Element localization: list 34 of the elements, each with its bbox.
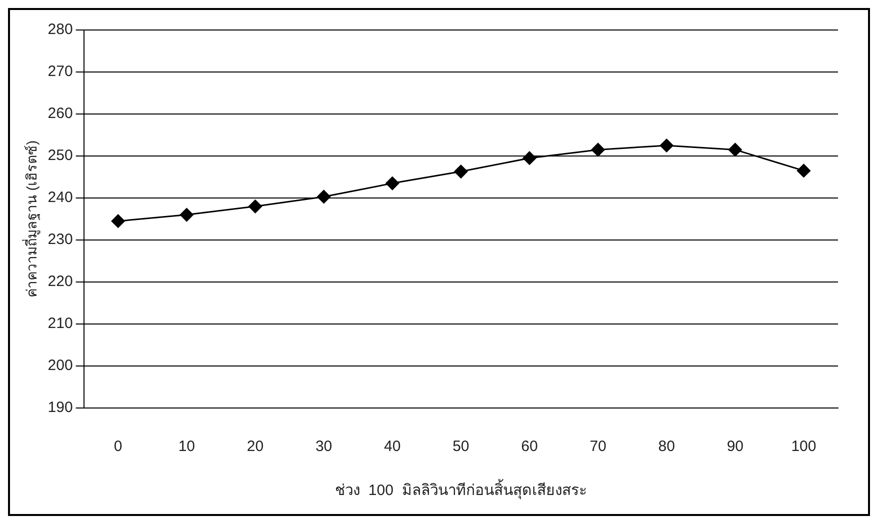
x-tick-label: 60 xyxy=(521,438,538,456)
point xyxy=(248,200,262,214)
x-tick-label: 0 xyxy=(114,438,122,456)
y-tick-label: 230 xyxy=(48,231,73,248)
y-tick-label: 280 xyxy=(48,21,73,38)
point xyxy=(111,214,125,228)
x-tick-label: 20 xyxy=(246,438,264,456)
point xyxy=(660,138,674,152)
x-tick-label: 40 xyxy=(384,438,401,456)
point xyxy=(591,142,605,156)
y-tick-label: 270 xyxy=(48,63,73,80)
x-tick-label: 80 xyxy=(658,438,675,456)
point xyxy=(796,164,810,178)
x-tick-label: 50 xyxy=(452,438,470,456)
point xyxy=(317,190,331,204)
point xyxy=(728,142,742,156)
point xyxy=(386,176,400,190)
point xyxy=(522,151,536,165)
y-axis-title: ค่าความถี่มูลฐาน (เฮิรตซ์) xyxy=(22,140,40,298)
x-tick-label: 90 xyxy=(726,438,744,456)
y-tick-label: 240 xyxy=(48,189,73,206)
point xyxy=(454,164,468,178)
point xyxy=(180,208,194,222)
y-tick-label: 250 xyxy=(48,147,73,164)
x-tick-label: 100 xyxy=(791,438,816,456)
x-tick-label: 10 xyxy=(178,438,196,456)
y-tick-label: 220 xyxy=(48,273,73,290)
x-tick-label: 30 xyxy=(315,438,332,456)
y-tick-label: 210 xyxy=(48,315,73,332)
y-tick-label: 200 xyxy=(48,357,73,374)
x-tick-label: 70 xyxy=(590,438,606,456)
x-axis-title: ช่วง 100 มิลลิวินาทีก่อนสิ้นสุดเสียงสระ xyxy=(335,479,587,500)
y-tick-label: 190 xyxy=(48,399,73,416)
y-tick-label: 260 xyxy=(48,105,73,122)
